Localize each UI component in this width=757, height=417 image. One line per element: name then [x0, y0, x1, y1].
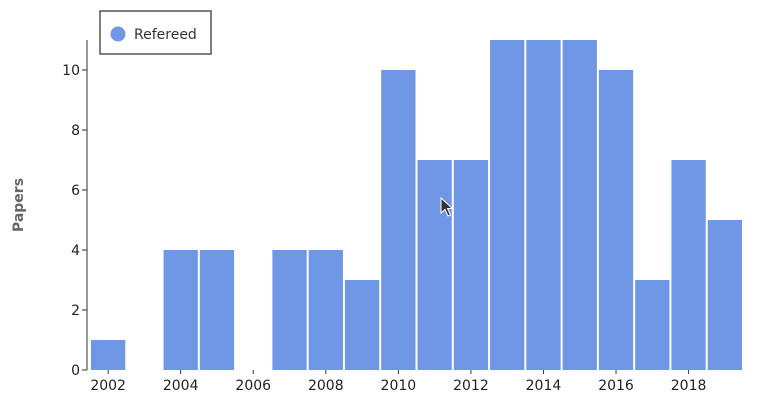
y-tick-label: 6	[71, 183, 80, 199]
bar-2016[interactable]	[598, 70, 634, 370]
x-tick-label: 2004	[163, 378, 199, 394]
x-tick-label: 2010	[381, 378, 417, 394]
x-tick-label: 2014	[526, 378, 562, 394]
x-tick-label: 2006	[235, 378, 271, 394]
x-tick-label: 2018	[671, 378, 707, 394]
bar-2009[interactable]	[344, 280, 380, 370]
bar-2017[interactable]	[635, 280, 670, 370]
y-tick-label: 0	[71, 363, 80, 379]
bar-2018[interactable]	[671, 160, 706, 370]
x-axis-ticks: 2002 2004 2006 2008 2010 2012 2014 2016 2018	[90, 370, 706, 394]
bar-2014[interactable]	[526, 40, 561, 370]
bar-2019[interactable]	[707, 220, 742, 370]
legend[interactable]: Refereed	[99, 10, 212, 55]
y-tick-label: 10	[62, 63, 80, 79]
bar-2005[interactable]	[199, 250, 235, 370]
y-tick-label: 2	[71, 303, 80, 319]
bar-2013[interactable]	[490, 40, 525, 370]
x-tick-label: 2008	[308, 378, 344, 394]
x-tick-label: 2012	[453, 378, 489, 394]
x-tick-label: 2002	[90, 378, 126, 394]
bar-2007[interactable]	[272, 250, 307, 370]
y-tick-label: 8	[71, 123, 80, 139]
mouse-cursor-icon	[440, 196, 454, 217]
y-axis-ticks: 0 2 4 6 8 10	[62, 63, 87, 379]
bar-2012[interactable]	[453, 160, 489, 370]
bar-2011[interactable]	[417, 160, 452, 370]
legend-swatch-refereed	[110, 26, 126, 42]
bar-2008[interactable]	[308, 250, 343, 370]
x-tick-label: 2016	[598, 378, 634, 394]
y-tick-label: 4	[71, 243, 80, 259]
legend-label-refereed: Refereed	[134, 27, 197, 43]
bar-2002[interactable]	[91, 340, 126, 370]
bars-group	[91, 40, 742, 370]
bar-2004[interactable]	[163, 250, 198, 370]
y-axis-title: Papers	[11, 178, 27, 232]
bar-2015[interactable]	[562, 40, 597, 370]
bar-2010[interactable]	[381, 70, 416, 370]
